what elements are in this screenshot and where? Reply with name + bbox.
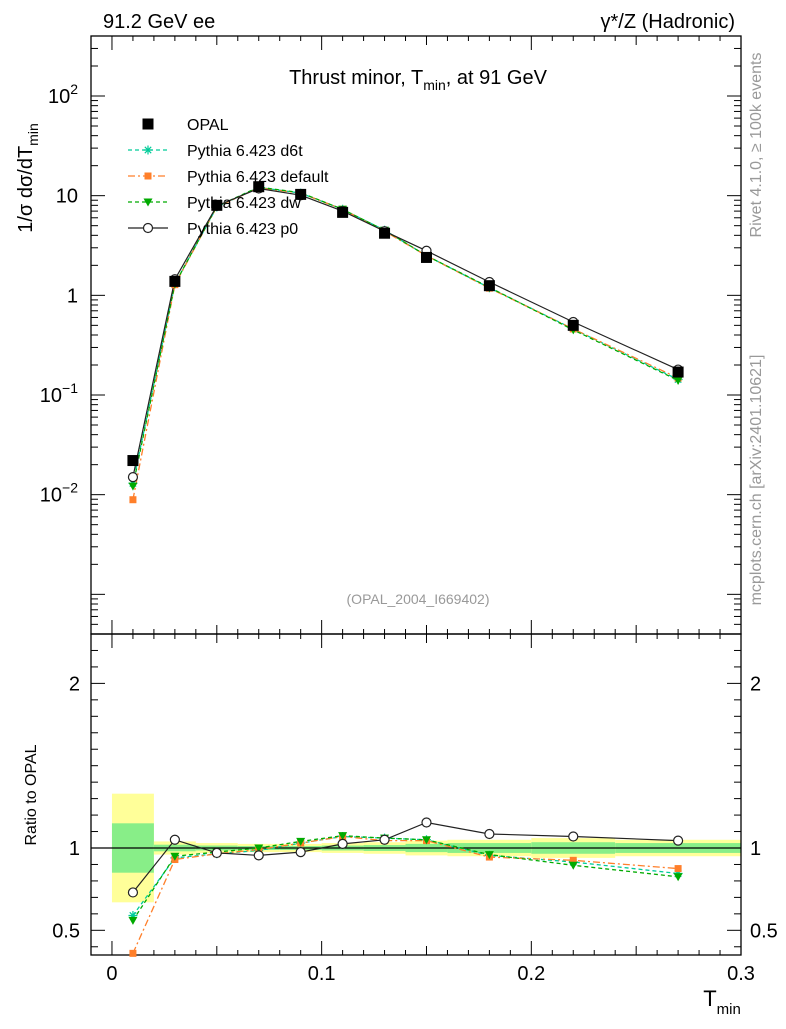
series-3-ratio-point-0	[127, 887, 139, 898]
series-3-ratio-point-4	[295, 847, 306, 858]
rivet-version-label: Rivet 4.1.0, ≥ 100k events	[748, 53, 765, 238]
chart-title: Thrust minor, Tmin, at 91 GeV	[289, 67, 548, 93]
legend-label-2: Pythia 6.423 default	[187, 169, 329, 186]
series-2-ratio-point-4	[296, 837, 306, 846]
data-point-9	[567, 319, 579, 331]
series-2-ratio-point-8	[484, 851, 494, 860]
series-3-ratio-point-5	[337, 838, 348, 849]
series-2-ratio-point-10	[673, 873, 683, 882]
series-3-point-0	[127, 472, 139, 483]
data-point-2	[211, 199, 223, 211]
series-3-ratio-point-2	[211, 847, 222, 859]
series-3-ratio-point-6	[379, 834, 390, 845]
data-point-3	[253, 181, 265, 193]
legend: OPAL Pythia 6.423 d6t Pythia 6.423 default…	[128, 117, 329, 238]
data-point-8	[483, 280, 495, 292]
ratio-tick-label-right-1: 1	[750, 838, 761, 860]
ratio-axis-label: Ratio to OPAL	[23, 744, 40, 845]
data-point-10	[672, 366, 684, 378]
legend-marker-3	[143, 198, 153, 207]
header-left: 91.2 GeV ee	[103, 11, 215, 33]
y-tick-label-3: 10	[56, 186, 78, 208]
legend-marker-4	[142, 222, 154, 234]
series-1-ratio-point-9	[569, 856, 577, 864]
tick-labels: 0 0.1 0.2 0.3 10−2 10−1 1 10 102 0.5 0.5 1 1 2 2	[40, 81, 778, 985]
ratio-tick-label-left-0: 0.5	[52, 920, 80, 942]
x-tick-label-1: 0.1	[308, 963, 336, 985]
data-point-6	[379, 227, 391, 239]
series-2-ratio-point-3	[254, 844, 264, 853]
x-tick-label-3: 0.3	[727, 963, 755, 985]
series-3-ratio-point-7	[421, 817, 432, 828]
ratio-tick-label-left-1: 1	[69, 838, 80, 860]
series-1-ratio-point-10	[674, 865, 682, 873]
legend-marker-2	[144, 172, 152, 180]
series-2-point-10	[673, 376, 683, 385]
y-tick-label-0: 10−2	[40, 480, 78, 507]
axis-ticks	[91, 35, 742, 955]
legend-label-1: Pythia 6.423 d6t	[187, 143, 303, 160]
ratio-tick-label-right-2: 2	[750, 673, 761, 695]
ratio-tick-label-left-2: 2	[69, 673, 80, 695]
series-3-ratio-point-8	[484, 828, 495, 840]
data-point-4	[295, 188, 307, 200]
series-2-ratio-point-9	[568, 861, 578, 870]
x-tick-label-0: 0	[106, 963, 117, 985]
series-1-ratio-point-0	[129, 949, 137, 957]
data-point-0	[127, 455, 139, 467]
series-1-point-0	[129, 496, 137, 504]
series-2-ratio-point-5	[338, 832, 348, 841]
legend-label-4: Pythia 6.423 p0	[187, 221, 298, 238]
ratio-bands	[91, 793, 741, 903]
y-tick-label-2: 1	[67, 285, 78, 307]
legend-label-0: OPAL	[187, 117, 229, 134]
series-0-ratio-point-0	[128, 910, 138, 920]
data-point-7	[420, 251, 432, 263]
series-3-ratio-point-10	[672, 835, 684, 846]
data-point-1	[169, 275, 181, 287]
series-3-ratio-point-9	[568, 831, 579, 842]
series-3-ratio-point-1	[169, 834, 180, 845]
series-2-ratio-point-1	[170, 852, 180, 861]
y-tick-label-4: 102	[48, 81, 78, 108]
data-point-5	[337, 206, 349, 218]
header-right: γ*/Z (Hadronic)	[601, 11, 735, 33]
series-2-ratio-point-7	[421, 836, 431, 845]
mcplots-credit-label: mcplots.cern.ch [arXiv:2401.10621]	[748, 355, 765, 606]
series-2-ratio-point-0	[128, 916, 138, 925]
legend-marker-0	[142, 118, 154, 130]
ratio-tick-label-right-0: 0.5	[750, 920, 778, 942]
y-axis-label: 1/σ dσ/dTmin	[15, 123, 41, 233]
legend-label-3: Pythia 6.423 dw	[187, 195, 301, 212]
x-axis-label: Tmin	[703, 986, 741, 1018]
series-2-point-0	[128, 482, 138, 491]
analysis-id: (OPAL_2004_I669402)	[347, 591, 490, 607]
x-tick-label-2: 0.2	[517, 963, 545, 985]
series-line-main-0	[132, 186, 679, 484]
legend-marker-1	[143, 145, 153, 155]
series-3-ratio-point-3	[253, 850, 264, 861]
ratio-plot-frame	[90, 633, 742, 956]
series-markers	[127, 181, 684, 957]
y-tick-label-1: 10−1	[40, 380, 78, 407]
